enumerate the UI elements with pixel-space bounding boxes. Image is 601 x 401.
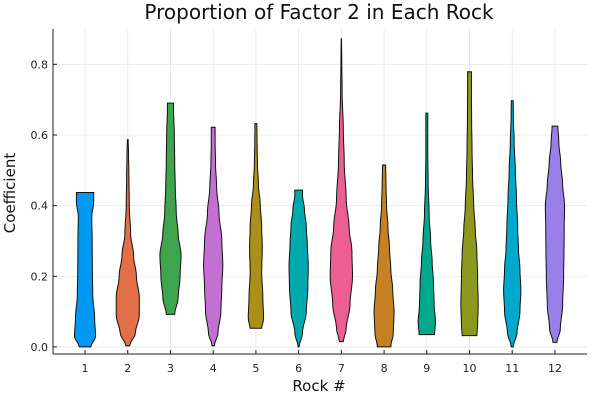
y-tick-label: 0.4 [31, 200, 49, 213]
ticks: 0.00.20.40.60.81 2 3 4 5 6 7 8 9 10 11 12 [31, 58, 562, 375]
violin-rock-11 [503, 100, 522, 348]
violin-rock-8 [373, 164, 395, 348]
violin-rock-10 [460, 71, 479, 337]
y-tick-label: 0.6 [31, 129, 49, 142]
x-tick-label: 11 [505, 362, 519, 375]
x-tick-label: 7 [338, 362, 345, 375]
x-tick-label: 9 [423, 362, 430, 375]
violin-rock-7 [329, 38, 354, 343]
x-tick-label: 5 [252, 362, 259, 375]
violin-rock-2 [115, 139, 140, 347]
x-tick-label: 2 [124, 362, 131, 375]
x-tick-label: 12 [548, 362, 562, 375]
x-tick-label: 4 [210, 362, 217, 375]
violin-rock-4 [203, 126, 224, 347]
violin-rock-6 [288, 189, 309, 348]
y-tick-label: 0.2 [31, 270, 49, 283]
x-tick-label: 10 [463, 362, 477, 375]
x-tick-label: 8 [381, 362, 388, 375]
x-tick-label: 6 [295, 362, 302, 375]
chart-title: Proportion of Factor 2 in Each Rock [144, 0, 494, 24]
violin-rock-1 [73, 192, 97, 348]
y-tick-label: 0.8 [31, 58, 49, 71]
x-tick-label: 1 [82, 362, 89, 375]
violins [73, 38, 566, 348]
violin-rock-5 [247, 123, 265, 329]
y-tick-label: 0.0 [31, 341, 49, 354]
violin-rock-3 [159, 102, 182, 315]
y-axis-label: Coefficient [1, 153, 19, 234]
violin-rock-12 [544, 125, 566, 343]
violin-rock-9 [417, 112, 436, 336]
x-tick-label: 3 [167, 362, 174, 375]
axes [52, 29, 587, 355]
x-axis-label: Rock # [292, 377, 345, 395]
